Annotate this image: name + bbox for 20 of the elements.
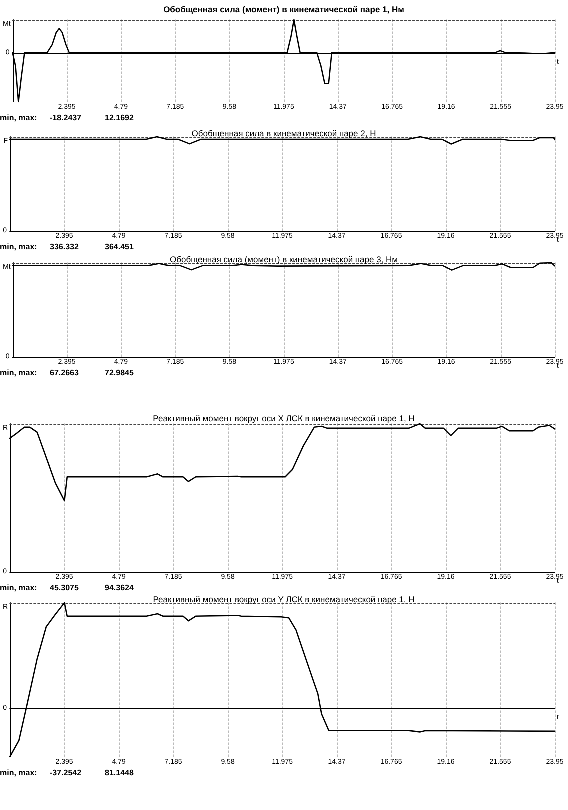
text: min, max:	[0, 114, 38, 122]
chart-title: Реактивный момент вокруг оси X ЛСК в кинематической паре 1, Н	[153, 414, 415, 424]
text: 81.1448	[105, 768, 134, 778]
text: 45.3075	[50, 584, 80, 592]
chart-title: Обобщенная сила (момент) в кинематической паре 3, Нм	[170, 254, 398, 264]
text: min, max:	[0, 242, 38, 252]
text: -37.2542	[50, 768, 82, 778]
text: 12.1692	[105, 114, 134, 122]
chart-title: Обобщенная сила (момент) в кинематической паре 1, Нм	[164, 4, 404, 14]
text: 94.3624	[105, 584, 134, 592]
text: -18.2437	[50, 114, 82, 122]
chart-title: Обобщенная сила в кинематической паре 2, Н	[192, 128, 376, 138]
text: 67.2663	[50, 368, 80, 378]
text: 336.332	[50, 242, 80, 252]
chart-title: Реактивный момент вокруг оси Y ЛСК в кинематической паре 1, Н	[153, 594, 415, 604]
text: 364.451	[105, 242, 134, 252]
text: min, max:	[0, 368, 38, 378]
text: min, max:	[0, 768, 38, 778]
text: min, max:	[0, 584, 38, 592]
text: 72.9845	[105, 368, 134, 378]
